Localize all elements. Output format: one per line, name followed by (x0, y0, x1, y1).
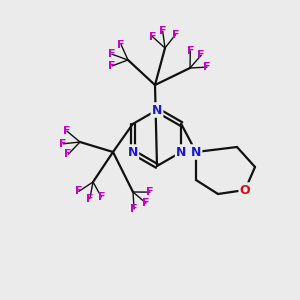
Text: F: F (203, 62, 211, 72)
Text: F: F (59, 139, 67, 149)
Text: F: F (108, 61, 116, 71)
Text: N: N (128, 146, 138, 158)
Text: F: F (197, 50, 205, 60)
Text: F: F (117, 40, 125, 50)
Text: F: F (108, 49, 116, 59)
Text: F: F (148, 32, 156, 42)
Text: F: F (63, 126, 71, 136)
Text: F: F (98, 192, 105, 202)
Text: F: F (187, 46, 194, 56)
Text: N: N (191, 146, 201, 158)
Text: F: F (142, 198, 150, 208)
Text: F: F (146, 187, 154, 197)
Text: N: N (152, 103, 162, 116)
Text: N: N (176, 146, 186, 158)
Text: F: F (86, 194, 94, 204)
Text: F: F (172, 30, 179, 40)
Text: F: F (64, 149, 72, 159)
Text: F: F (159, 26, 166, 36)
Text: F: F (75, 186, 82, 197)
Text: O: O (240, 184, 250, 196)
Text: F: F (130, 204, 138, 214)
